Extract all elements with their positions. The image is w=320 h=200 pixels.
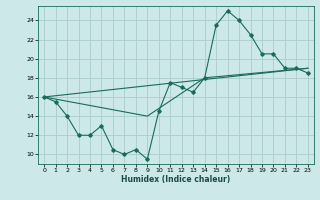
X-axis label: Humidex (Indice chaleur): Humidex (Indice chaleur) <box>121 175 231 184</box>
